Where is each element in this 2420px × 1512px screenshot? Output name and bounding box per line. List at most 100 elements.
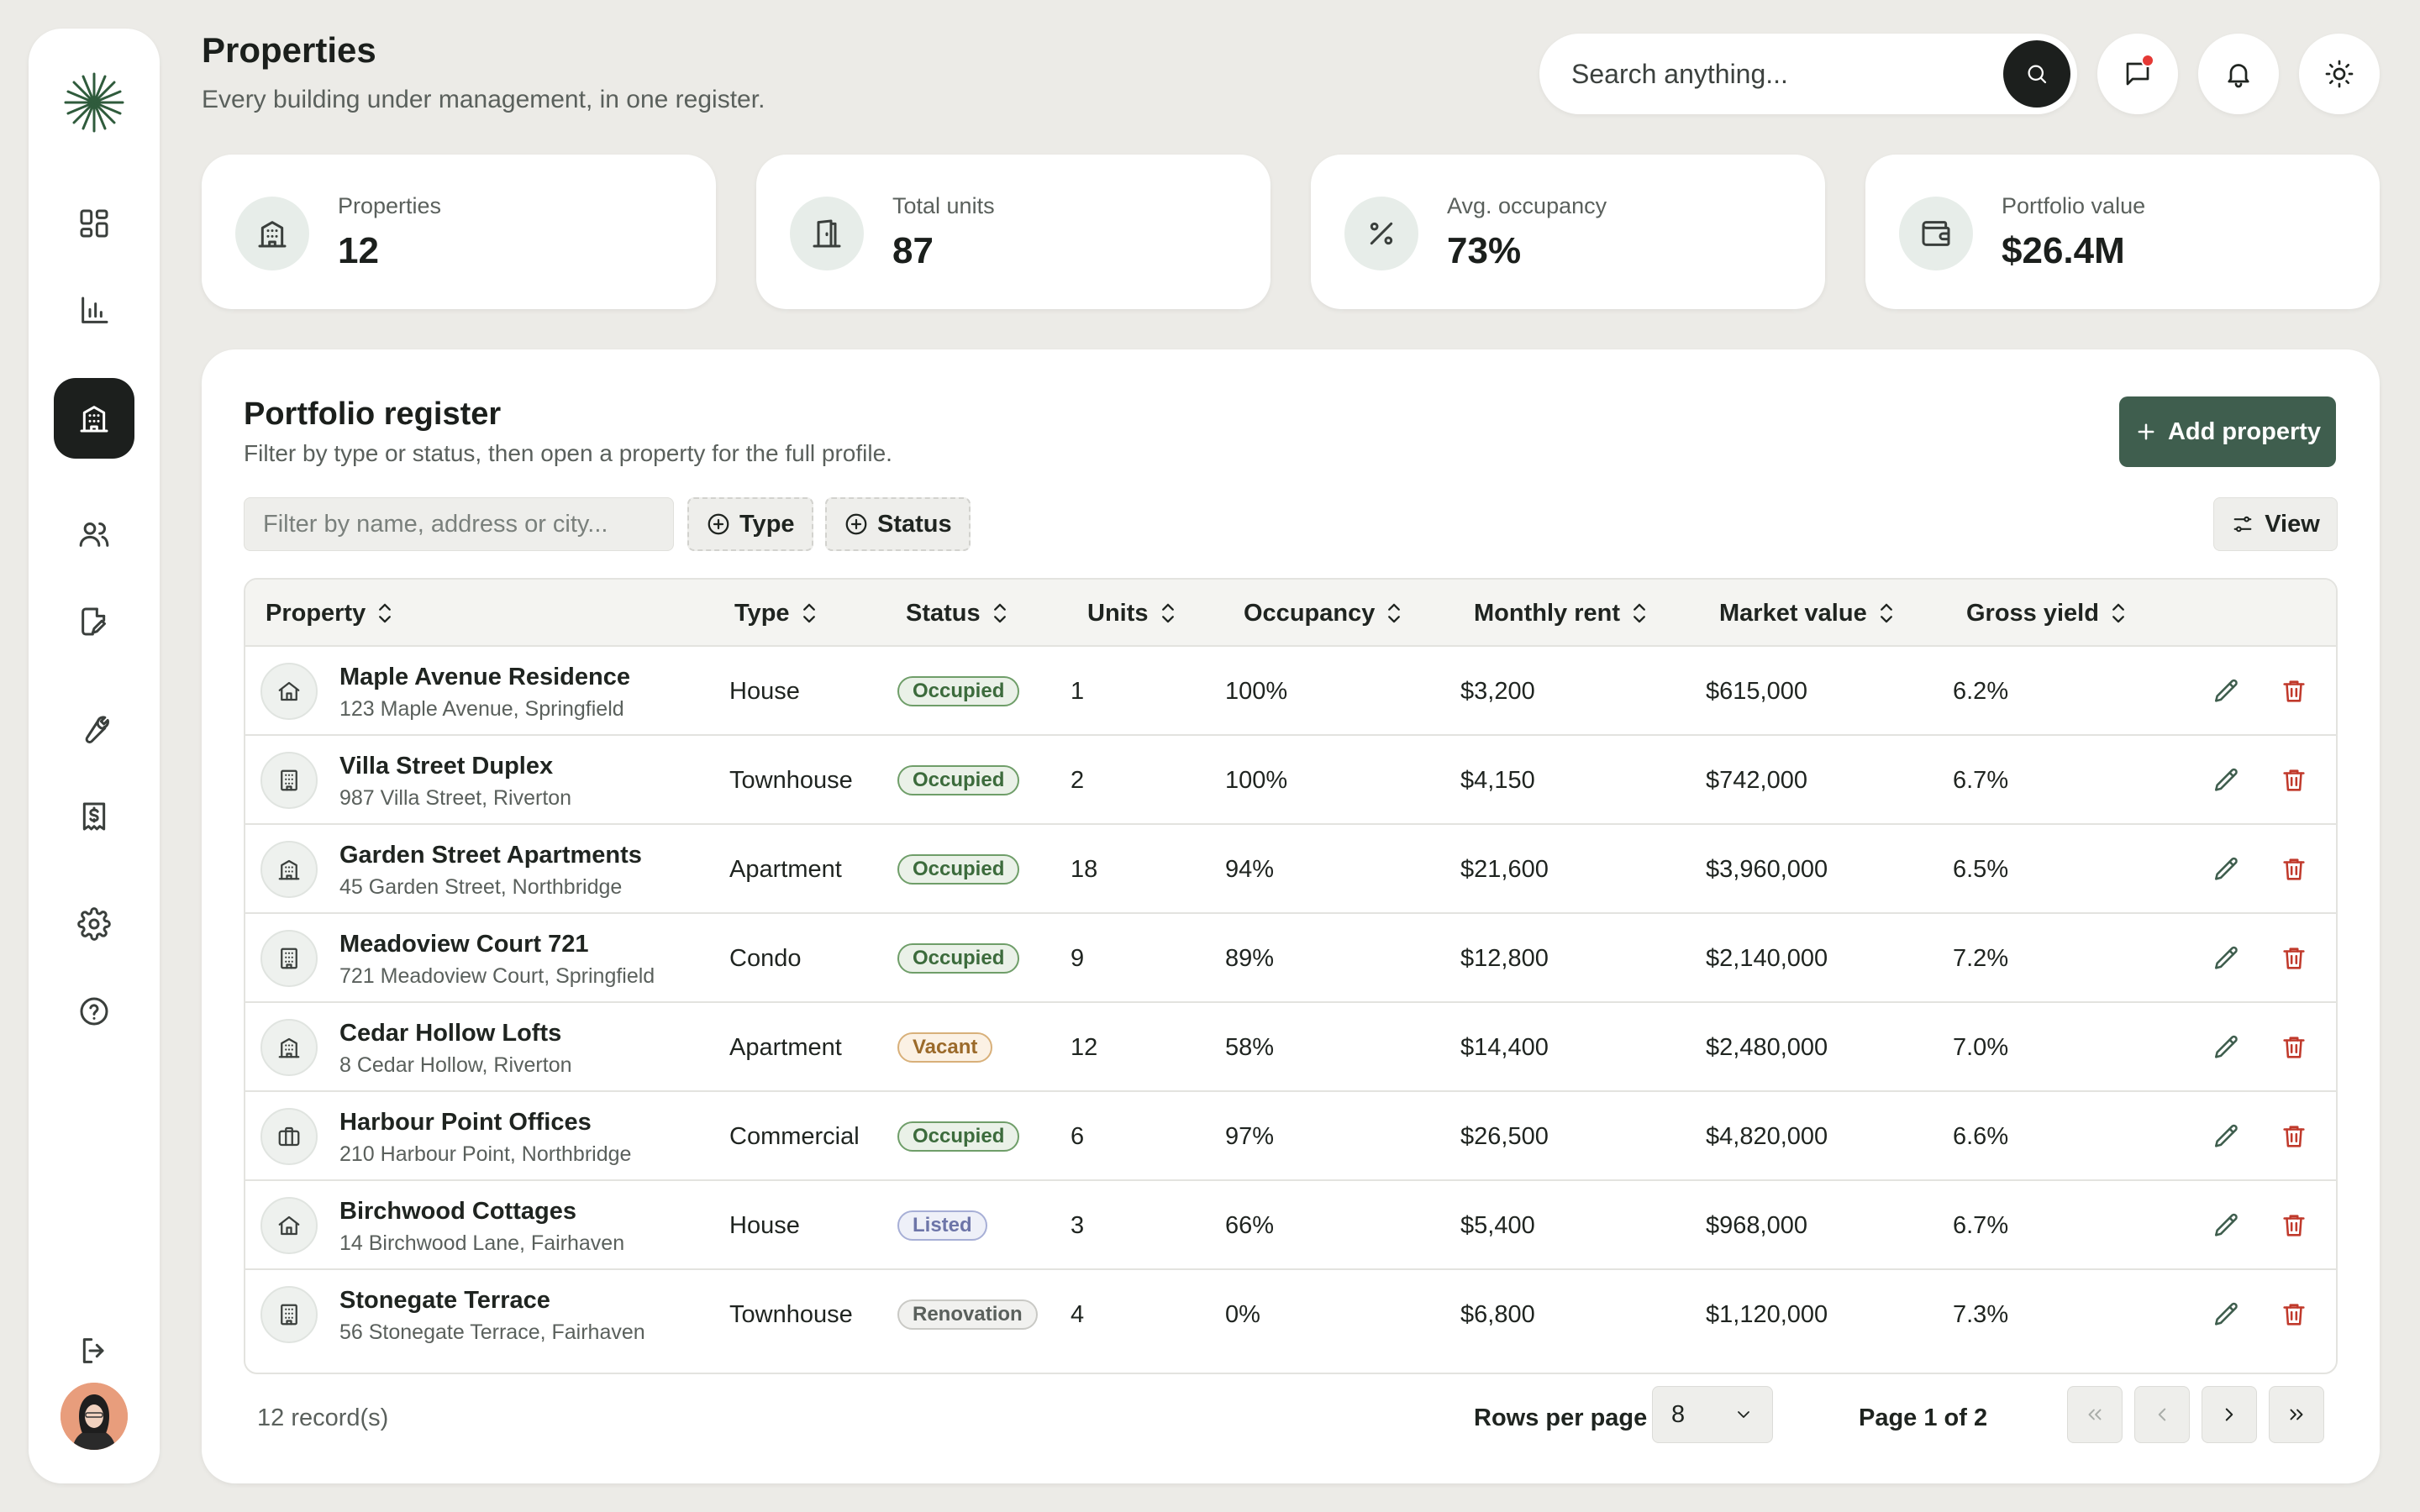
messages-button[interactable]: [2097, 34, 2178, 114]
nav-analytics[interactable]: [54, 270, 134, 351]
occupancy-cell: 66%: [1225, 1211, 1275, 1239]
market-value-cell: $3,960,000: [1706, 855, 1828, 883]
add-property-button[interactable]: Add property: [2119, 396, 2336, 467]
stat-card-properties: Properties 12: [202, 155, 716, 309]
property-type: House: [729, 1211, 800, 1239]
edit-button[interactable]: [2210, 942, 2244, 975]
delete-button[interactable]: [2277, 1120, 2311, 1153]
search-button[interactable]: [2003, 40, 2070, 108]
units-cell: 3: [1071, 1211, 1085, 1239]
edit-button[interactable]: [2210, 1031, 2244, 1064]
status-filter-label: Status: [877, 510, 952, 538]
edit-button[interactable]: [2210, 1298, 2244, 1331]
table-row[interactable]: Villa Street Duplex 987 Villa Street, Riv…: [245, 736, 2336, 825]
market-value-cell: $2,480,000: [1706, 1033, 1828, 1061]
property-name[interactable]: Maple Avenue Residence: [339, 664, 630, 690]
gross-yield-cell: 6.6%: [1953, 1122, 2009, 1150]
tower-icon: [281, 948, 297, 969]
column-header[interactable]: Property: [266, 580, 394, 647]
property-name[interactable]: Garden Street Apartments: [339, 842, 642, 869]
table-row[interactable]: Cedar Hollow Lofts 8 Cedar Hollow, Rivert…: [245, 1003, 2336, 1092]
edit-button[interactable]: [2210, 764, 2244, 797]
type-filter-chip[interactable]: Type: [687, 497, 813, 551]
edit-button[interactable]: [2210, 675, 2244, 708]
property-address: 14 Birchwood Lane, Fairhaven: [339, 1231, 625, 1255]
property-name[interactable]: Meadoview Court 721: [339, 931, 589, 958]
delete-button[interactable]: [2277, 1209, 2311, 1242]
search-input[interactable]: [1571, 54, 1975, 94]
trash-icon: [2283, 1037, 2305, 1058]
register-subtitle: Filter by type or status, then open a pr…: [244, 440, 892, 466]
nav-dashboard[interactable]: [54, 183, 134, 264]
column-header-label: Occupancy: [1244, 599, 1376, 627]
nav-leases[interactable]: [54, 581, 134, 662]
receipt-dollar-icon: [82, 802, 106, 831]
page-info: Page 1 of 2: [1859, 1404, 1988, 1431]
sort-icon: [1161, 603, 1174, 623]
plus-circle-icon: [845, 513, 867, 535]
table-row[interactable]: Garden Street Apartments 45 Garden Street…: [245, 825, 2336, 914]
column-header[interactable]: Type: [734, 580, 818, 647]
stat-card-occupancy: Avg. occupancy 73%: [1311, 155, 1825, 309]
delete-button[interactable]: [2277, 942, 2311, 975]
delete-button[interactable]: [2277, 1031, 2311, 1064]
stat-label: Portfolio value: [2002, 193, 2146, 218]
column-header[interactable]: Monthly rent: [1474, 580, 1649, 647]
delete-button[interactable]: [2277, 1298, 2311, 1331]
property-name[interactable]: Harbour Point Offices: [339, 1109, 592, 1136]
column-header-label: Units: [1087, 599, 1149, 627]
table-row[interactable]: Birchwood Cottages 14 Birchwood Lane, Fai…: [245, 1181, 2336, 1270]
edit-button[interactable]: [2210, 1120, 2244, 1153]
property-address: 123 Maple Avenue, Springfield: [339, 697, 624, 721]
nav-logout[interactable]: [54, 1310, 134, 1391]
notifications-button[interactable]: [2198, 34, 2279, 114]
column-header[interactable]: Units: [1087, 580, 1177, 647]
column-header[interactable]: Market value: [1719, 580, 1896, 647]
help-circle-icon: [80, 997, 108, 1026]
table-row[interactable]: Stonegate Terrace 56 Stonegate Terrace, F…: [245, 1270, 2336, 1359]
next-page-button[interactable]: [2202, 1386, 2257, 1443]
view-options-button[interactable]: View: [2213, 497, 2338, 551]
nav-help[interactable]: [54, 971, 134, 1052]
monthly-rent-cell: $21,600: [1460, 855, 1549, 883]
pencil-icon: [2214, 857, 2238, 880]
property-name[interactable]: Cedar Hollow Lofts: [339, 1020, 562, 1047]
units-cell: 1: [1071, 677, 1085, 705]
previous-page-button[interactable]: [2134, 1386, 2190, 1443]
column-header[interactable]: Status: [906, 580, 1009, 647]
stat-label: Avg. occupancy: [1447, 193, 1607, 218]
property-avatar: [260, 752, 318, 809]
column-header[interactable]: Occupancy: [1244, 580, 1403, 647]
gross-yield-cell: 6.2%: [1953, 677, 2009, 705]
column-header[interactable]: Gross yield: [1966, 580, 2128, 647]
table-row[interactable]: Maple Avenue Residence 123 Maple Avenue, …: [245, 647, 2336, 736]
nav-properties[interactable]: [54, 378, 134, 459]
delete-button[interactable]: [2277, 675, 2311, 708]
edit-button[interactable]: [2210, 853, 2244, 886]
market-value-cell: $968,000: [1706, 1211, 1807, 1239]
property-name[interactable]: Stonegate Terrace: [339, 1287, 550, 1314]
status-filter-chip[interactable]: Status: [825, 497, 971, 551]
apartment-icon: [278, 859, 300, 880]
nav-finance[interactable]: [54, 776, 134, 857]
delete-button[interactable]: [2277, 853, 2311, 886]
first-page-button[interactable]: [2067, 1386, 2123, 1443]
nav-settings[interactable]: [54, 884, 134, 964]
rows-per-page-select[interactable]: 8: [1652, 1386, 1773, 1443]
delete-button[interactable]: [2277, 764, 2311, 797]
last-page-button[interactable]: [2269, 1386, 2324, 1443]
property-name[interactable]: Birchwood Cottages: [339, 1198, 576, 1225]
avatar[interactable]: [60, 1383, 128, 1450]
sort-icon: [1388, 603, 1401, 623]
nav-tenants[interactable]: [54, 494, 134, 575]
table-row[interactable]: Harbour Point Offices 210 Harbour Point, …: [245, 1092, 2336, 1181]
property-type: House: [729, 677, 800, 705]
edit-button[interactable]: [2210, 1209, 2244, 1242]
property-name[interactable]: Villa Street Duplex: [339, 753, 554, 780]
nav-maintenance[interactable]: [54, 689, 134, 769]
units-cell: 12: [1071, 1033, 1098, 1061]
theme-toggle-button[interactable]: [2299, 34, 2380, 114]
table-row[interactable]: Meadoview Court 721 721 Meadoview Court, …: [245, 914, 2336, 1003]
filter-input[interactable]: [244, 497, 674, 551]
logo-icon[interactable]: [62, 71, 126, 134]
